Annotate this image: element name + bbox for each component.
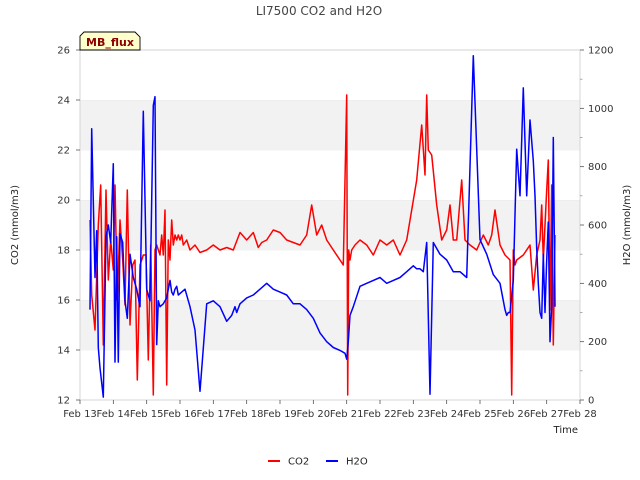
y-left-tick-label: 18 — [57, 246, 70, 257]
grid-bands — [80, 49, 580, 400]
legend-label-co2: CO2 — [288, 457, 309, 468]
x-tick-label: Feb 26 — [497, 409, 531, 420]
x-tick-label: Feb 25 — [463, 409, 497, 420]
x-tick-label: Feb 18 — [230, 409, 264, 420]
x-tick-label: Feb 21 — [330, 409, 364, 420]
legend-label-h2o: H2O — [346, 457, 368, 468]
grid-band — [80, 250, 580, 300]
x-axis: Feb 13 Feb 14 Feb 15 Feb 16 Feb 17 Feb 18 Feb … — [63, 400, 597, 420]
x-tick-label: Feb 19 — [263, 409, 297, 420]
y-left-tick-label: 14 — [57, 346, 70, 357]
series-line-h2o — [89, 55, 556, 398]
y-left-tick-label: 24 — [57, 96, 70, 107]
y-right-tick-label: 600 — [588, 221, 607, 232]
mb-flux-badge: MB_flux — [79, 31, 141, 51]
x-tick-label: Feb 15 — [130, 409, 164, 420]
y-left-tick-label: 12 — [57, 396, 70, 407]
x-tick-label: Feb 28 — [563, 409, 597, 420]
x-tick-label: Feb 14 — [97, 409, 131, 420]
grid-band — [80, 150, 580, 200]
legend: CO2 H2O — [268, 457, 368, 468]
y-axis-right: 0 200 400 600 800 1000 1200 — [580, 46, 613, 407]
grid-band — [80, 200, 580, 250]
badge-text: MB_flux — [86, 36, 134, 49]
y-right-tick-label: 1000 — [588, 104, 613, 115]
chart-title: LI7500 CO2 and H2O — [256, 4, 382, 18]
x-tick-label: Feb 23 — [397, 409, 431, 420]
x-tick-label: Feb 20 — [297, 409, 331, 420]
grid-band — [80, 350, 580, 400]
y-right-tick-label: 0 — [588, 396, 594, 407]
y-axis-right-label: H2O (mmol/m3) — [622, 185, 633, 266]
x-tick-label: Feb 24 — [430, 409, 464, 420]
y-left-tick-label: 16 — [57, 296, 70, 307]
x-tick-label: Feb 22 — [363, 409, 397, 420]
y-right-tick-label: 200 — [588, 337, 607, 348]
y-left-tick-label: 22 — [57, 146, 70, 157]
grid-band — [80, 50, 580, 100]
y-right-tick-label: 800 — [588, 162, 607, 173]
x-tick-label: Feb 27 — [530, 409, 564, 420]
series-lines — [89, 55, 556, 398]
x-tick-label: Feb 16 — [163, 409, 197, 420]
y-left-tick-label: 26 — [57, 46, 70, 57]
y-axis-left: 12 14 16 18 20 22 24 26 — [57, 46, 80, 407]
y-axis-left-label: CO2 (mmol/m3) — [10, 185, 21, 265]
x-tick-label: Feb 13 — [63, 409, 97, 420]
y-right-tick-label: 1200 — [588, 46, 613, 57]
x-axis-label: Time — [553, 425, 578, 436]
grid-band — [80, 100, 580, 150]
grid-band — [80, 300, 580, 350]
badge-shape — [79, 31, 141, 51]
y-right-tick-label: 400 — [588, 279, 607, 290]
series-line-co2 — [89, 94, 556, 396]
x-tick-label: Feb 17 — [197, 409, 231, 420]
y-left-tick-label: 20 — [57, 196, 70, 207]
